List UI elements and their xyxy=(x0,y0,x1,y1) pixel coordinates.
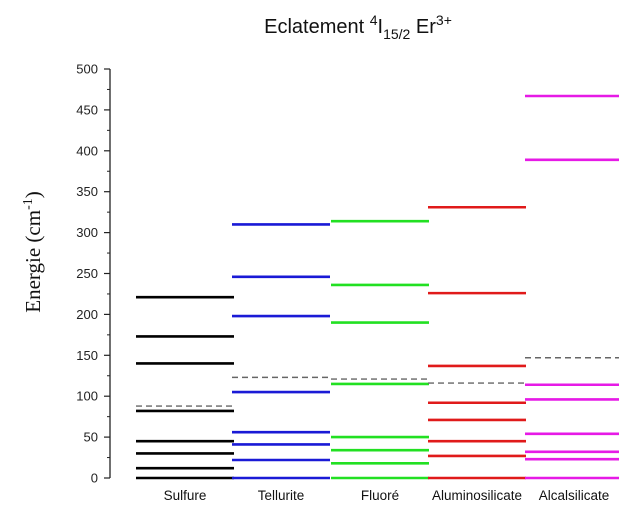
title-sub: 15/2 xyxy=(383,26,410,42)
x-category-label: Tellurite xyxy=(258,488,305,503)
chart-title: Eclatement 4I15/2 Er3+ xyxy=(264,12,452,42)
ylabel-close: ) xyxy=(21,191,45,198)
title-ion: Er xyxy=(410,16,436,38)
y-axis: 0 50 100 150 200 250 300 350 400 450 500 xyxy=(76,62,111,486)
y-tick-label: 450 xyxy=(76,102,98,117)
title-prefix: Eclatement xyxy=(264,16,370,38)
x-category-label: Sulfure xyxy=(164,488,207,503)
x-category-label: Fluoré xyxy=(361,488,399,503)
x-category-label: Alcalsilicate xyxy=(539,488,610,503)
x-axis-labels: Sulfure Tellurite Fluoré Aluminosilicate Alc… xyxy=(164,488,610,503)
x-category-label: Aluminosilicate xyxy=(432,488,522,503)
y-tick-label: 300 xyxy=(76,225,98,240)
y-tick-label: 0 xyxy=(91,471,98,486)
y-tick-label: 500 xyxy=(76,62,98,77)
title-sup2: 3+ xyxy=(436,12,452,28)
title-sup1: 4 xyxy=(370,12,378,28)
y-tick-label: 350 xyxy=(76,184,98,199)
ylabel-sup: -1 xyxy=(21,198,36,210)
y-tick-label: 50 xyxy=(84,430,98,445)
y-tick-label: 200 xyxy=(76,307,98,322)
y-axis-label: Energie (cm-1) xyxy=(21,191,45,313)
y-tick-label: 250 xyxy=(76,266,98,281)
y-tick-label: 400 xyxy=(76,143,98,158)
y-tick-label: 100 xyxy=(76,389,98,404)
y-tick-label: 150 xyxy=(76,348,98,363)
plot-area xyxy=(136,94,619,480)
ylabel-text: Energie (cm xyxy=(21,210,45,313)
title-main: I xyxy=(378,16,384,38)
